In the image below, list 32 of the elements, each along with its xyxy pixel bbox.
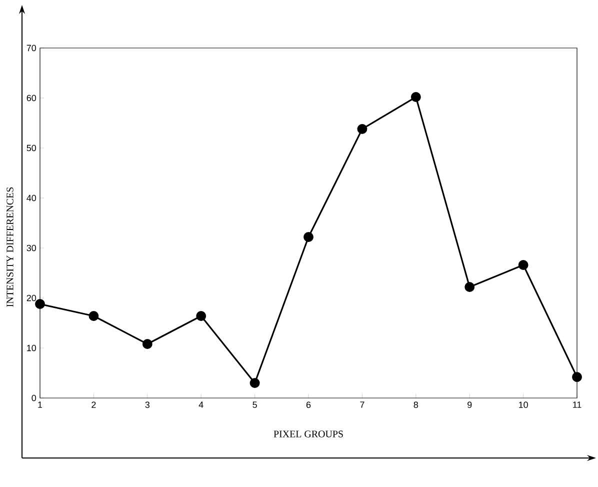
x-tick-label: 2 [92, 402, 96, 408]
x-tick-label: 8 [414, 402, 418, 408]
point [35, 299, 45, 309]
point [464, 282, 475, 292]
point [88, 311, 99, 321]
point [518, 260, 528, 270]
point [304, 232, 314, 242]
y-axis-title: INTENSITY DIFFERENCES [6, 187, 14, 307]
x-axis-title: PIXEL GROUPS [274, 430, 343, 438]
x-tick-label: 6 [306, 402, 311, 408]
y-tick-label: 30 [26, 244, 36, 252]
y-tick-label: 70 [26, 44, 36, 52]
x-tick-label: 9 [468, 402, 472, 408]
y-tick-label: 40 [26, 194, 36, 202]
y-tick-label: 20 [26, 294, 36, 302]
x-tick-label: 3 [145, 402, 150, 408]
point [572, 372, 582, 382]
point [410, 92, 421, 102]
x-tick-label: 7 [360, 402, 364, 408]
point [250, 378, 260, 388]
x-tick-label: 10 [519, 402, 528, 408]
y-tick-label: 10 [27, 344, 36, 352]
x-tick-label: 1 [38, 402, 42, 408]
x-tick-label: 4 [198, 402, 204, 408]
x-tick-label: 5 [252, 402, 257, 408]
point [357, 124, 368, 134]
y-tick-label: 60 [26, 94, 36, 102]
y-tick-label: 0 [32, 394, 36, 402]
point [142, 339, 152, 349]
point [196, 311, 206, 321]
y-tick-label: 50 [26, 144, 36, 152]
x-tick-label: 11 [573, 402, 582, 408]
